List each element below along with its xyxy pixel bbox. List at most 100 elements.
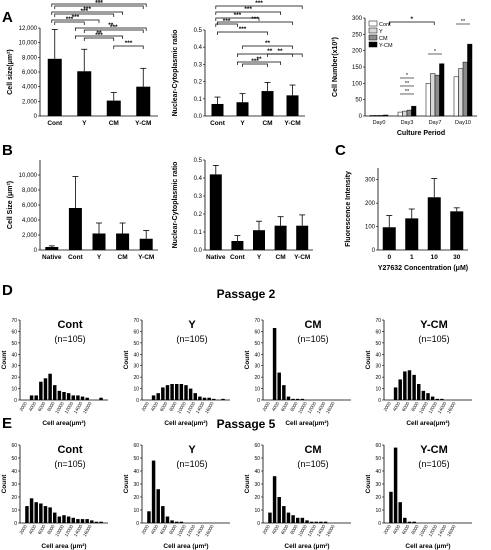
- x-tick-label: 8000: [46, 524, 56, 536]
- panel-label-d: D: [2, 282, 13, 299]
- bar: [45, 247, 59, 250]
- y-tick-label: 0.2: [194, 80, 203, 86]
- chart-b2: 0.0 0.1 0.2 0.3 0.4 0.5 Nuclear-Cytoplasmic ra…: [172, 0, 313, 261]
- histogram-bar: [66, 393, 71, 400]
- significance-bracket: [83, 29, 144, 33]
- y-tick-label: 0: [378, 398, 381, 404]
- histogram-bar: [398, 379, 402, 400]
- y-tick-label: 10,000: [19, 173, 38, 179]
- histogram-bar: [430, 396, 435, 400]
- x-tick-label: 2000: [140, 524, 150, 536]
- x-tick-label: Day10: [455, 120, 471, 126]
- histogram-bar: [156, 489, 160, 523]
- histogram-bar: [184, 385, 188, 400]
- y-tick-label: 50: [11, 456, 17, 462]
- y-tick-label: 60: [254, 443, 260, 449]
- significance-label: **: [256, 56, 262, 63]
- bar: [209, 174, 222, 250]
- histogram-bar: [417, 384, 421, 400]
- histogram-bar: [90, 520, 94, 523]
- y-tick-label: 60: [11, 329, 17, 335]
- y-axis-label: Cell Size (μm²): [7, 181, 14, 229]
- y-tick-label: 0: [34, 248, 38, 254]
- x-tick-label: 6000: [280, 524, 290, 536]
- x-tick-label: 2000: [382, 401, 392, 413]
- histogram-bar: [156, 393, 160, 400]
- y-tick-label: 10: [11, 387, 17, 393]
- y-tick-label: 40: [254, 352, 260, 358]
- y-tick-label: 0.5: [194, 28, 203, 34]
- histogram-subtitle: (n=105): [54, 334, 85, 344]
- y-tick-label: 30: [11, 482, 17, 488]
- x-axis-label: Cell area(μm²): [406, 420, 449, 427]
- significance-label: ***: [72, 14, 80, 21]
- x-tick-label: 10000: [297, 401, 308, 415]
- histogram-bar: [389, 491, 393, 523]
- significance-label: ***: [95, 0, 103, 7]
- significance-bracket: [54, 21, 85, 25]
- y-tick-label: 2,000: [22, 99, 38, 105]
- histogram-bar: [314, 521, 318, 523]
- histogram-title: CM: [304, 319, 321, 331]
- x-tick-label: 14000: [316, 524, 327, 538]
- x-tick-label: 14000: [437, 401, 448, 415]
- y-tick-label: 40: [133, 352, 139, 358]
- y-tick-label: 30: [11, 364, 17, 370]
- x-tick-label: Native: [206, 254, 226, 261]
- histogram-title: Cont: [57, 444, 82, 456]
- histogram-bar: [170, 384, 174, 400]
- x-tick-label: 12000: [64, 524, 75, 538]
- y-tick-label: 0: [14, 398, 17, 404]
- x-tick-label: 2000: [18, 401, 28, 413]
- x-tick-label: 16000: [325, 524, 336, 538]
- bar: [261, 91, 274, 116]
- x-tick-label: 12000: [307, 524, 318, 538]
- x-tick-label: Y-CM: [138, 254, 154, 261]
- significance-label: *: [434, 49, 437, 55]
- significance-bracket: [217, 31, 268, 35]
- x-tick-label: 6000: [37, 524, 47, 536]
- legend-swatch: [368, 20, 378, 27]
- y-tick-label: 20: [11, 375, 17, 381]
- histogram-bar: [85, 519, 89, 523]
- y-tick-label: 0.4: [194, 176, 203, 182]
- passage-2-title: Passage 2: [217, 287, 276, 301]
- bar: [136, 86, 151, 116]
- x-tick-label: 4000: [392, 401, 402, 413]
- histogram-bar: [305, 520, 309, 523]
- histogram-bar: [99, 397, 103, 400]
- x-tick-label: 4000: [271, 524, 281, 536]
- histogram-subtitle: (n=105): [54, 459, 85, 469]
- panel-label-a: A: [2, 9, 13, 26]
- y-tick-label: 70: [375, 318, 381, 324]
- y-tick-label: 10: [133, 387, 139, 393]
- legend-swatch: [368, 27, 378, 34]
- significance-label: ***: [223, 18, 231, 25]
- x-tick-label: 14000: [73, 401, 84, 415]
- histogram-bar: [80, 396, 85, 400]
- significance-bracket: [217, 21, 293, 25]
- y-tick-label: 0.3: [194, 194, 203, 200]
- y-tick-label: 50: [355, 98, 362, 104]
- x-tick-label: 2000: [261, 524, 271, 536]
- y-tick-label: 10: [11, 508, 17, 514]
- bar: [211, 103, 224, 116]
- x-tick-label: CM: [262, 120, 272, 127]
- significance-bracket: [388, 21, 435, 25]
- x-tick-label: 12000: [428, 524, 439, 538]
- y-tick-label: 200: [352, 49, 363, 55]
- y-tick-label: 40: [375, 352, 381, 358]
- x-tick-label: 4000: [28, 524, 38, 536]
- y-tick-label: 20: [133, 495, 139, 501]
- x-tick-label: 10000: [54, 524, 65, 538]
- x-tick-label: 6000: [401, 524, 411, 536]
- x-tick-label: 6000: [280, 401, 290, 413]
- y-tick-label: 4,000: [22, 218, 38, 224]
- histogram-bar: [39, 503, 43, 523]
- y-tick-label: 10: [375, 508, 381, 514]
- histogram-title: CM: [304, 444, 321, 456]
- y-axis-label: Count: [365, 474, 372, 494]
- histogram-bar: [407, 370, 412, 400]
- histogram-bar: [165, 516, 170, 523]
